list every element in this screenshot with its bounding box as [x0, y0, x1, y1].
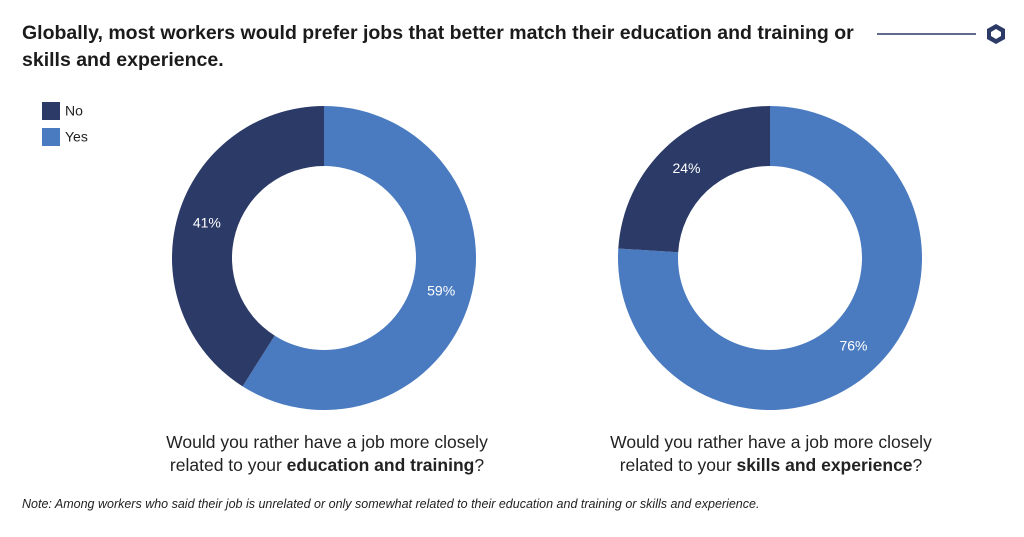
donut-slice [242, 106, 477, 410]
value-label: 76% [839, 338, 867, 354]
question-emphasis: education and training [286, 455, 475, 475]
question-text: ? [474, 455, 485, 475]
value-label: 24% [672, 160, 700, 176]
question-text: Would you rather have a job more closely [610, 432, 932, 452]
title: Globally, most workers would prefer jobs… [22, 22, 854, 71]
question-text: related to your [619, 455, 732, 475]
question: Would you rather have a job more closely… [561, 431, 981, 477]
legend-label: No [65, 103, 83, 119]
question-text: Would you rather have a job more closely [166, 432, 488, 452]
question-text: related to your [169, 455, 282, 475]
value-label: 59% [427, 283, 455, 299]
question-text: ? [912, 455, 923, 475]
question: Would you rather have a job more closely… [117, 431, 537, 477]
legend-label: Yes [65, 129, 88, 145]
legend-swatch [42, 128, 60, 146]
question-emphasis: skills and experience [736, 455, 913, 475]
donut-slice [618, 106, 770, 253]
logo-inner [991, 29, 1001, 39]
donut-slice [171, 106, 324, 387]
donut-slice [618, 106, 923, 410]
note: Note: Among workers who said their job i… [22, 497, 760, 511]
value-label: 41% [193, 215, 221, 231]
legend-swatch [42, 102, 60, 120]
